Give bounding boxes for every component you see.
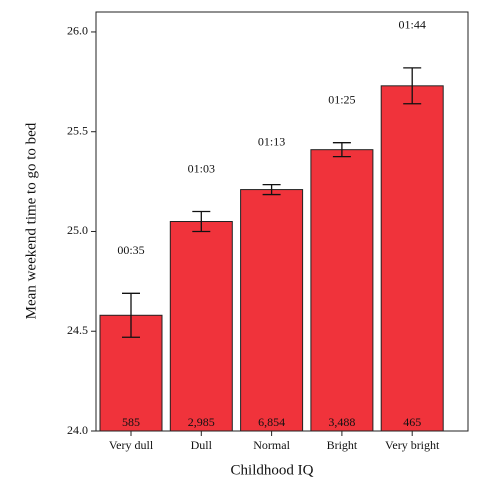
x-tick-label: Very bright xyxy=(385,438,440,452)
bar xyxy=(380,85,444,432)
y-tick-label: 25.0 xyxy=(67,223,88,237)
x-tick-label: Very dull xyxy=(109,438,154,452)
bar xyxy=(240,189,304,432)
y-tick-label: 25.5 xyxy=(67,123,88,137)
count-label: 3,488 xyxy=(328,415,355,429)
y-tick-label: 24.5 xyxy=(67,323,88,337)
count-label: 2,985 xyxy=(188,415,215,429)
x-tick-label: Bright xyxy=(327,438,358,452)
bar xyxy=(169,221,233,432)
x-axis-title: Childhood IQ xyxy=(231,462,314,478)
x-tick-label: Normal xyxy=(253,438,290,452)
value-label: 01:25 xyxy=(328,92,355,106)
value-label: 01:03 xyxy=(188,161,215,175)
value-label: 01:13 xyxy=(258,134,285,148)
y-tick-label: 24.0 xyxy=(67,423,88,437)
x-tick-label: Dull xyxy=(191,438,213,452)
y-tick-label: 26.0 xyxy=(67,24,88,38)
count-label: 585 xyxy=(122,415,140,429)
count-label: 465 xyxy=(403,415,421,429)
bar xyxy=(310,149,374,432)
count-label: 6,854 xyxy=(258,415,285,429)
y-axis-title: Mean weekend time to go to bed xyxy=(23,122,39,319)
value-label: 01:44 xyxy=(399,18,426,32)
value-label: 00:35 xyxy=(117,243,144,257)
